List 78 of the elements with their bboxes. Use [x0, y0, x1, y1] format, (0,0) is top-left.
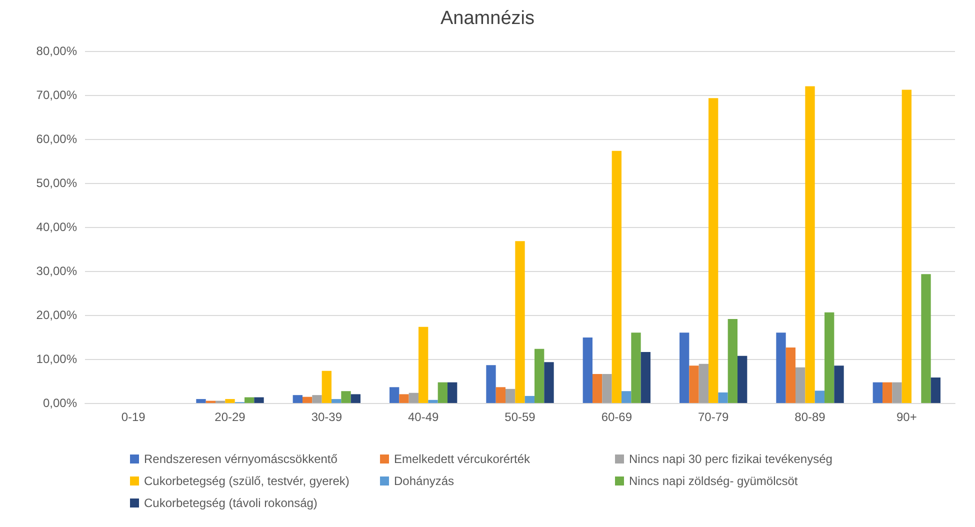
bar	[592, 374, 602, 403]
x-tick-label: 0-19	[121, 410, 146, 424]
x-tick-label: 30-39	[311, 410, 342, 424]
legend-label: Nincs napi 30 perc fizikai tevékenység	[629, 452, 832, 466]
bar	[486, 365, 496, 403]
legend-label: Rendszeresen vérnyomáscsökkentő	[144, 452, 338, 466]
y-tick-label: 40,00%	[36, 220, 78, 234]
bar	[786, 348, 796, 403]
bar	[254, 397, 264, 403]
y-tick-label: 80,00%	[36, 44, 78, 58]
bar	[882, 382, 892, 403]
bar	[515, 241, 525, 403]
bar	[622, 391, 632, 403]
bar	[902, 90, 912, 403]
bar	[805, 86, 815, 403]
bar	[708, 98, 718, 403]
bar	[312, 395, 322, 403]
bar	[930, 377, 940, 403]
bar	[350, 394, 360, 403]
bar	[814, 390, 824, 403]
bar	[602, 374, 612, 403]
legend-label: Cukorbetegség (távoli rokonság)	[144, 496, 318, 510]
bar	[341, 391, 351, 403]
chart-title: Anamnézis	[440, 8, 534, 29]
x-tick-label: 60-69	[601, 410, 632, 424]
bar	[892, 382, 902, 403]
bar	[390, 387, 400, 403]
y-tick-label: 70,00%	[36, 88, 78, 102]
bar	[921, 274, 931, 403]
bar	[698, 364, 708, 403]
bar	[796, 367, 806, 403]
bar	[834, 366, 844, 403]
bar	[438, 382, 448, 403]
y-tick-label: 50,00%	[36, 176, 78, 190]
bar	[544, 362, 554, 403]
y-tick-label: 30,00%	[36, 264, 78, 278]
bar	[244, 397, 254, 403]
legend-label: Dohányzás	[394, 474, 454, 488]
y-tick-label: 10,00%	[36, 352, 78, 366]
bar	[302, 396, 312, 403]
bar	[582, 337, 592, 403]
bar	[428, 400, 438, 403]
x-tick-label: 80-89	[794, 410, 826, 424]
legend-label: Cukorbetegség (szülő, testvér, gyerek)	[144, 474, 350, 488]
bar	[872, 382, 882, 403]
bar	[728, 318, 738, 403]
bar	[496, 387, 506, 403]
bar	[399, 394, 409, 403]
x-tick-label: 50-59	[504, 410, 536, 424]
bar	[418, 326, 428, 403]
bar	[524, 396, 534, 403]
bar	[322, 370, 332, 403]
y-tick-label: 60,00%	[36, 132, 78, 146]
bar	[738, 356, 748, 403]
bar	[448, 382, 458, 403]
bar	[292, 395, 302, 403]
bar	[631, 332, 641, 403]
bar	[534, 348, 544, 403]
bar	[640, 352, 650, 403]
x-tick-label: 70-79	[698, 410, 729, 424]
bar	[689, 366, 699, 403]
legend-label: Nincs napi zöldség- gyümölcsöt	[629, 474, 798, 488]
legend-label: Emelkedett vércukorérték	[394, 452, 532, 466]
x-tick-label: 90+	[896, 410, 917, 424]
x-tick-label: 20-29	[214, 410, 246, 424]
bar	[196, 399, 206, 403]
y-tick-label: 0,00%	[42, 396, 78, 410]
bar	[332, 399, 342, 403]
bar	[506, 388, 516, 403]
bar	[680, 332, 690, 403]
bar	[718, 392, 728, 403]
bar	[408, 392, 418, 403]
bar	[776, 332, 786, 403]
bar	[824, 312, 834, 403]
bar	[225, 399, 235, 403]
y-tick-label: 20,00%	[36, 308, 78, 322]
x-tick-label: 40-49	[408, 410, 439, 424]
bar	[612, 150, 622, 403]
